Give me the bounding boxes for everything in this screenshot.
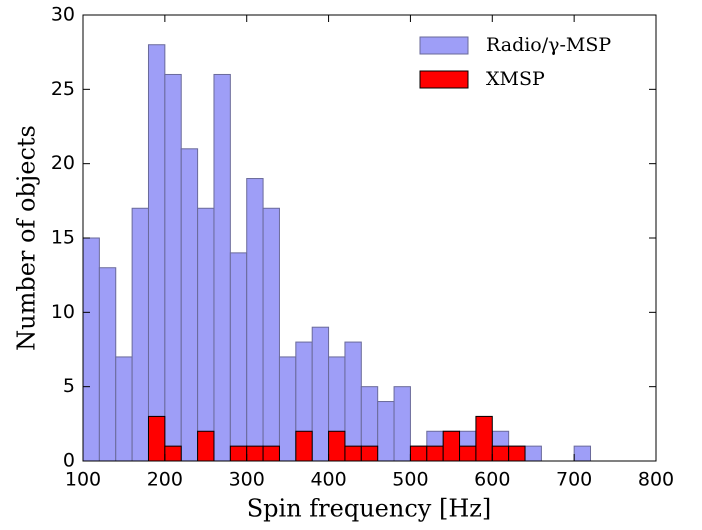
x-tick-label: 100	[65, 469, 101, 491]
bar	[328, 430, 346, 462]
bar	[459, 445, 477, 462]
y-tick-label: 25	[51, 78, 75, 100]
y-tick-label: 10	[51, 301, 75, 323]
bar	[311, 326, 330, 462]
x-tick-label: 300	[229, 469, 265, 491]
x-tick-label: 200	[147, 469, 183, 491]
bar	[508, 445, 526, 462]
x-tick-label: 400	[310, 469, 346, 491]
bar	[98, 267, 117, 462]
bar	[262, 207, 280, 462]
bar	[164, 73, 182, 462]
bar	[131, 207, 149, 462]
x-tick-label: 600	[474, 469, 510, 491]
bar	[344, 445, 362, 462]
bar	[295, 430, 313, 462]
y-axis-label: Number of objects	[13, 125, 41, 351]
x-tick-label: 500	[392, 469, 428, 491]
bar	[180, 148, 199, 462]
y-tick-label: 15	[51, 227, 75, 249]
bar	[147, 44, 166, 462]
bar	[246, 178, 264, 462]
bar	[344, 341, 362, 462]
bar	[491, 445, 510, 462]
bar	[197, 207, 215, 462]
legend-label: XMSP	[486, 68, 545, 90]
bar	[147, 415, 166, 462]
y-tick-label: 0	[63, 450, 75, 472]
bar	[426, 445, 444, 462]
bar	[524, 445, 542, 462]
y-tick-label: 30	[51, 4, 75, 26]
bar	[229, 445, 248, 462]
y-tick-label: 20	[51, 152, 75, 174]
legend-label: Radio/γ-MSP	[486, 34, 611, 56]
bar	[82, 237, 100, 462]
y-tick-label: 5	[63, 375, 75, 397]
x-tick-label: 800	[638, 469, 674, 491]
bar	[377, 401, 395, 462]
bar	[164, 445, 182, 462]
legend-swatch	[419, 36, 469, 55]
bar	[115, 356, 133, 462]
bar	[573, 445, 592, 462]
bar	[246, 445, 264, 462]
bar	[197, 430, 215, 462]
x-tick-label: 700	[556, 469, 592, 491]
bar	[442, 430, 461, 462]
bar	[213, 73, 231, 462]
x-axis-label: Spin frequency [Hz]	[247, 495, 492, 523]
bar	[475, 415, 493, 462]
bar	[409, 445, 428, 462]
bar	[393, 386, 411, 462]
bar	[278, 356, 297, 462]
bar	[262, 445, 280, 462]
bar	[360, 445, 379, 462]
legend-swatch	[419, 70, 469, 89]
bar	[229, 252, 248, 462]
